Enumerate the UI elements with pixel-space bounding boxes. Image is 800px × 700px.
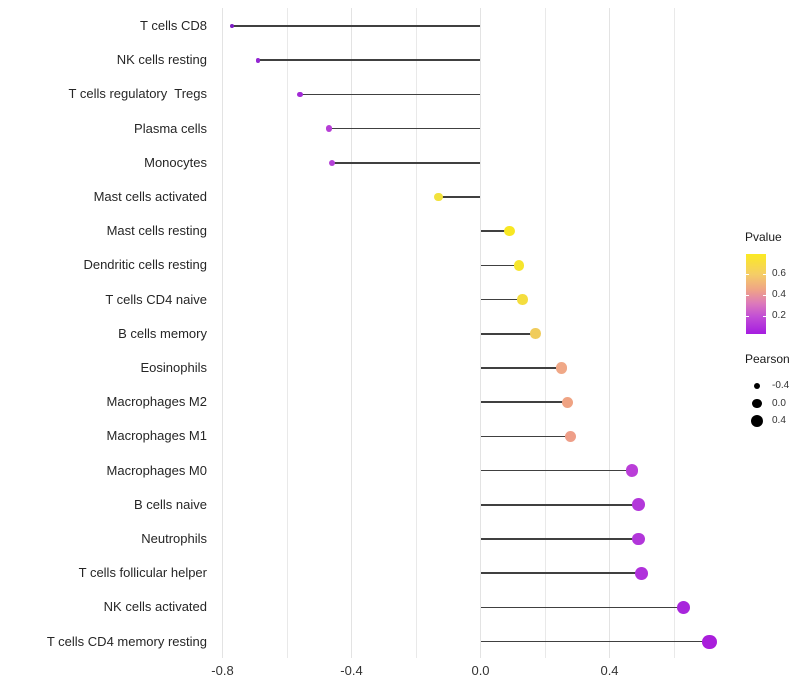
lollipop-dot xyxy=(530,328,541,340)
gridline xyxy=(480,8,481,658)
x-tick-label: 0.4 xyxy=(600,663,619,678)
gradient-tick-mark xyxy=(746,295,749,297)
lollipop-dot xyxy=(255,57,261,63)
lollipop-stem xyxy=(332,162,481,164)
gridline xyxy=(544,8,546,658)
pvalue-gradient-bar xyxy=(746,254,766,334)
lollipop-dot xyxy=(297,91,303,98)
category-label: Macrophages M2 xyxy=(106,394,207,410)
lollipop-dot xyxy=(561,396,574,408)
lollipop-stem xyxy=(480,264,520,267)
category-label: Macrophages M0 xyxy=(106,462,207,478)
category-label: T cells regulatory Tregs xyxy=(68,86,207,102)
gridline xyxy=(286,8,288,658)
lollipop-stem xyxy=(257,59,481,61)
category-label: B cells naive xyxy=(134,496,207,512)
lollipop-dot xyxy=(632,498,645,512)
pearson-size-dot xyxy=(750,414,764,428)
gradient-tick-mark xyxy=(763,316,766,318)
category-label: Dendritic cells resting xyxy=(83,257,207,273)
pearson-size-label: 0.4 xyxy=(772,415,786,426)
lollipop-dot xyxy=(517,294,528,305)
pvalue-tick-label: 0.6 xyxy=(772,268,786,279)
lollipop-stem xyxy=(438,196,481,198)
lollipop-stem xyxy=(480,333,536,335)
pearson-size-dot xyxy=(753,382,761,390)
lollipop-stem xyxy=(480,572,642,574)
lollipop-stem xyxy=(299,93,481,96)
category-label: T cells CD4 memory resting xyxy=(46,633,207,649)
lollipop-dot xyxy=(625,464,639,477)
pearson-legend-title: Pearson xyxy=(745,352,790,366)
category-label: Mast cells activated xyxy=(93,189,207,204)
category-label: NK cells activated xyxy=(103,599,207,615)
category-label: Macrophages M1 xyxy=(106,428,207,444)
lollipop-dot xyxy=(555,362,567,374)
lollipop-dot xyxy=(632,532,645,546)
pvalue-tick-label: 0.4 xyxy=(772,289,786,301)
x-tick-label: -0.8 xyxy=(211,663,234,678)
lollipop-dot xyxy=(565,430,577,443)
lollipop-stem xyxy=(480,640,710,643)
x-tick-label: 0.0 xyxy=(471,663,490,678)
lollipop-dot xyxy=(514,260,525,271)
category-label: Monocytes xyxy=(144,154,207,170)
category-label: T cells follicular helper xyxy=(78,565,207,581)
lollipop-dot xyxy=(434,192,443,202)
gradient-tick-mark xyxy=(763,274,766,275)
gridline xyxy=(415,8,417,658)
gridline xyxy=(351,8,352,658)
lollipop-dot xyxy=(702,634,717,649)
lollipop-stem xyxy=(232,25,481,27)
lollipop-dot xyxy=(229,23,235,29)
lollipop-stem xyxy=(480,401,568,403)
lollipop-dot xyxy=(504,226,515,237)
pearson-size-label: 0.0 xyxy=(772,397,786,409)
lollipop-stem xyxy=(480,606,684,609)
category-label: Mast cells resting xyxy=(106,223,207,239)
gridline xyxy=(222,8,223,658)
gridline xyxy=(673,8,675,658)
lollipop-dot xyxy=(635,566,649,580)
gridline xyxy=(609,8,610,658)
lollipop-dot xyxy=(676,600,691,615)
lollipop-stem xyxy=(480,367,562,369)
lollipop-stem xyxy=(480,298,523,301)
category-label: T cells CD4 naive xyxy=(105,291,207,307)
pvalue-tick-label: 0.2 xyxy=(772,310,786,322)
lollipop-dot xyxy=(325,125,333,132)
pearson-size-label: -0.4 xyxy=(772,380,790,391)
lollipop-dot xyxy=(328,159,336,166)
lollipop-stem xyxy=(480,504,639,506)
category-label: Plasma cells xyxy=(134,120,207,136)
category-label: Eosinophils xyxy=(140,360,208,375)
x-tick-label: -0.4 xyxy=(340,663,363,678)
pvalue-legend-title: Pvalue xyxy=(745,230,782,244)
category-label: B cells memory xyxy=(118,325,207,341)
lollipop-stem xyxy=(480,230,510,232)
lollipop-stem xyxy=(328,127,481,130)
lollipop-stem xyxy=(480,538,639,540)
lollipop-stem xyxy=(480,469,633,472)
pearson-size-dot xyxy=(752,398,762,409)
category-label: NK cells resting xyxy=(116,52,207,68)
category-label: T cells CD8 xyxy=(140,18,207,33)
gradient-tick-mark xyxy=(746,316,749,318)
gradient-tick-mark xyxy=(763,295,766,297)
lollipop-stem xyxy=(480,435,571,438)
category-label: Neutrophils xyxy=(141,531,207,546)
gradient-tick-mark xyxy=(746,274,749,275)
